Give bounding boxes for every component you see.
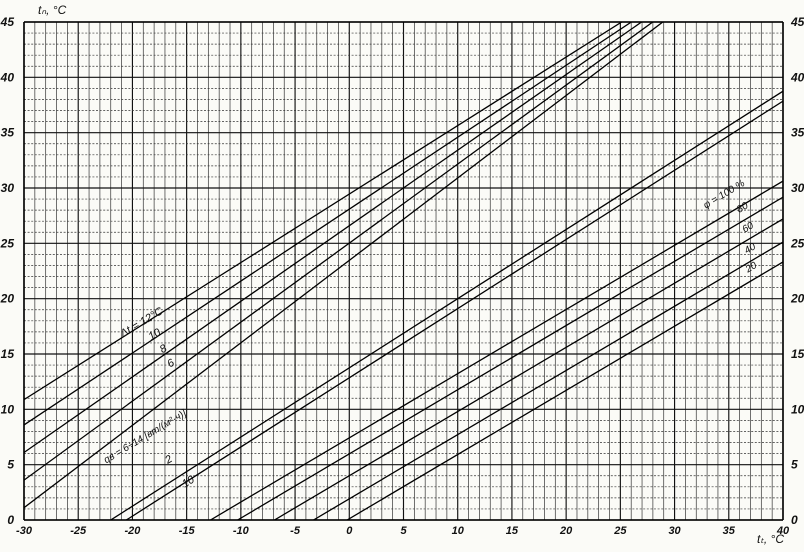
svg-text:40: 40 (0, 70, 14, 84)
svg-text:30: 30 (1, 181, 15, 195)
svg-text:30: 30 (668, 525, 681, 537)
svg-text:5: 5 (791, 458, 798, 472)
svg-text:25: 25 (0, 236, 14, 250)
svg-text:25: 25 (790, 236, 804, 250)
svg-text:0: 0 (7, 513, 14, 527)
svg-text:25: 25 (613, 525, 627, 537)
svg-text:45: 45 (790, 15, 804, 29)
svg-text:20: 20 (0, 292, 14, 306)
svg-text:10: 10 (1, 402, 15, 416)
svg-text:-30: -30 (16, 525, 33, 537)
svg-text:45: 45 (0, 15, 14, 29)
svg-text:35: 35 (723, 525, 736, 537)
svg-text:-20: -20 (124, 525, 141, 537)
svg-text:15: 15 (506, 525, 519, 537)
svg-text:5: 5 (7, 458, 14, 472)
svg-text:-10: -10 (233, 525, 250, 537)
svg-text:35: 35 (1, 126, 15, 140)
svg-text:40: 40 (790, 70, 804, 84)
svg-text:tₙ, °C: tₙ, °C (38, 3, 67, 17)
svg-text:0: 0 (346, 525, 353, 537)
svg-text:20: 20 (559, 525, 573, 537)
svg-text:0: 0 (791, 513, 798, 527)
svg-text:10: 10 (452, 525, 465, 537)
svg-text:-5: -5 (290, 525, 301, 537)
svg-text:15: 15 (791, 347, 804, 361)
svg-text:10: 10 (791, 402, 804, 416)
svg-text:35: 35 (791, 126, 804, 140)
svg-text:tₜ, °C: tₜ, °C (757, 532, 784, 546)
svg-text:15: 15 (1, 347, 15, 361)
svg-text:5: 5 (400, 525, 407, 537)
svg-text:30: 30 (791, 181, 804, 195)
svg-text:20: 20 (790, 292, 804, 306)
svg-text:-25: -25 (70, 525, 87, 537)
svg-text:-15: -15 (179, 525, 196, 537)
